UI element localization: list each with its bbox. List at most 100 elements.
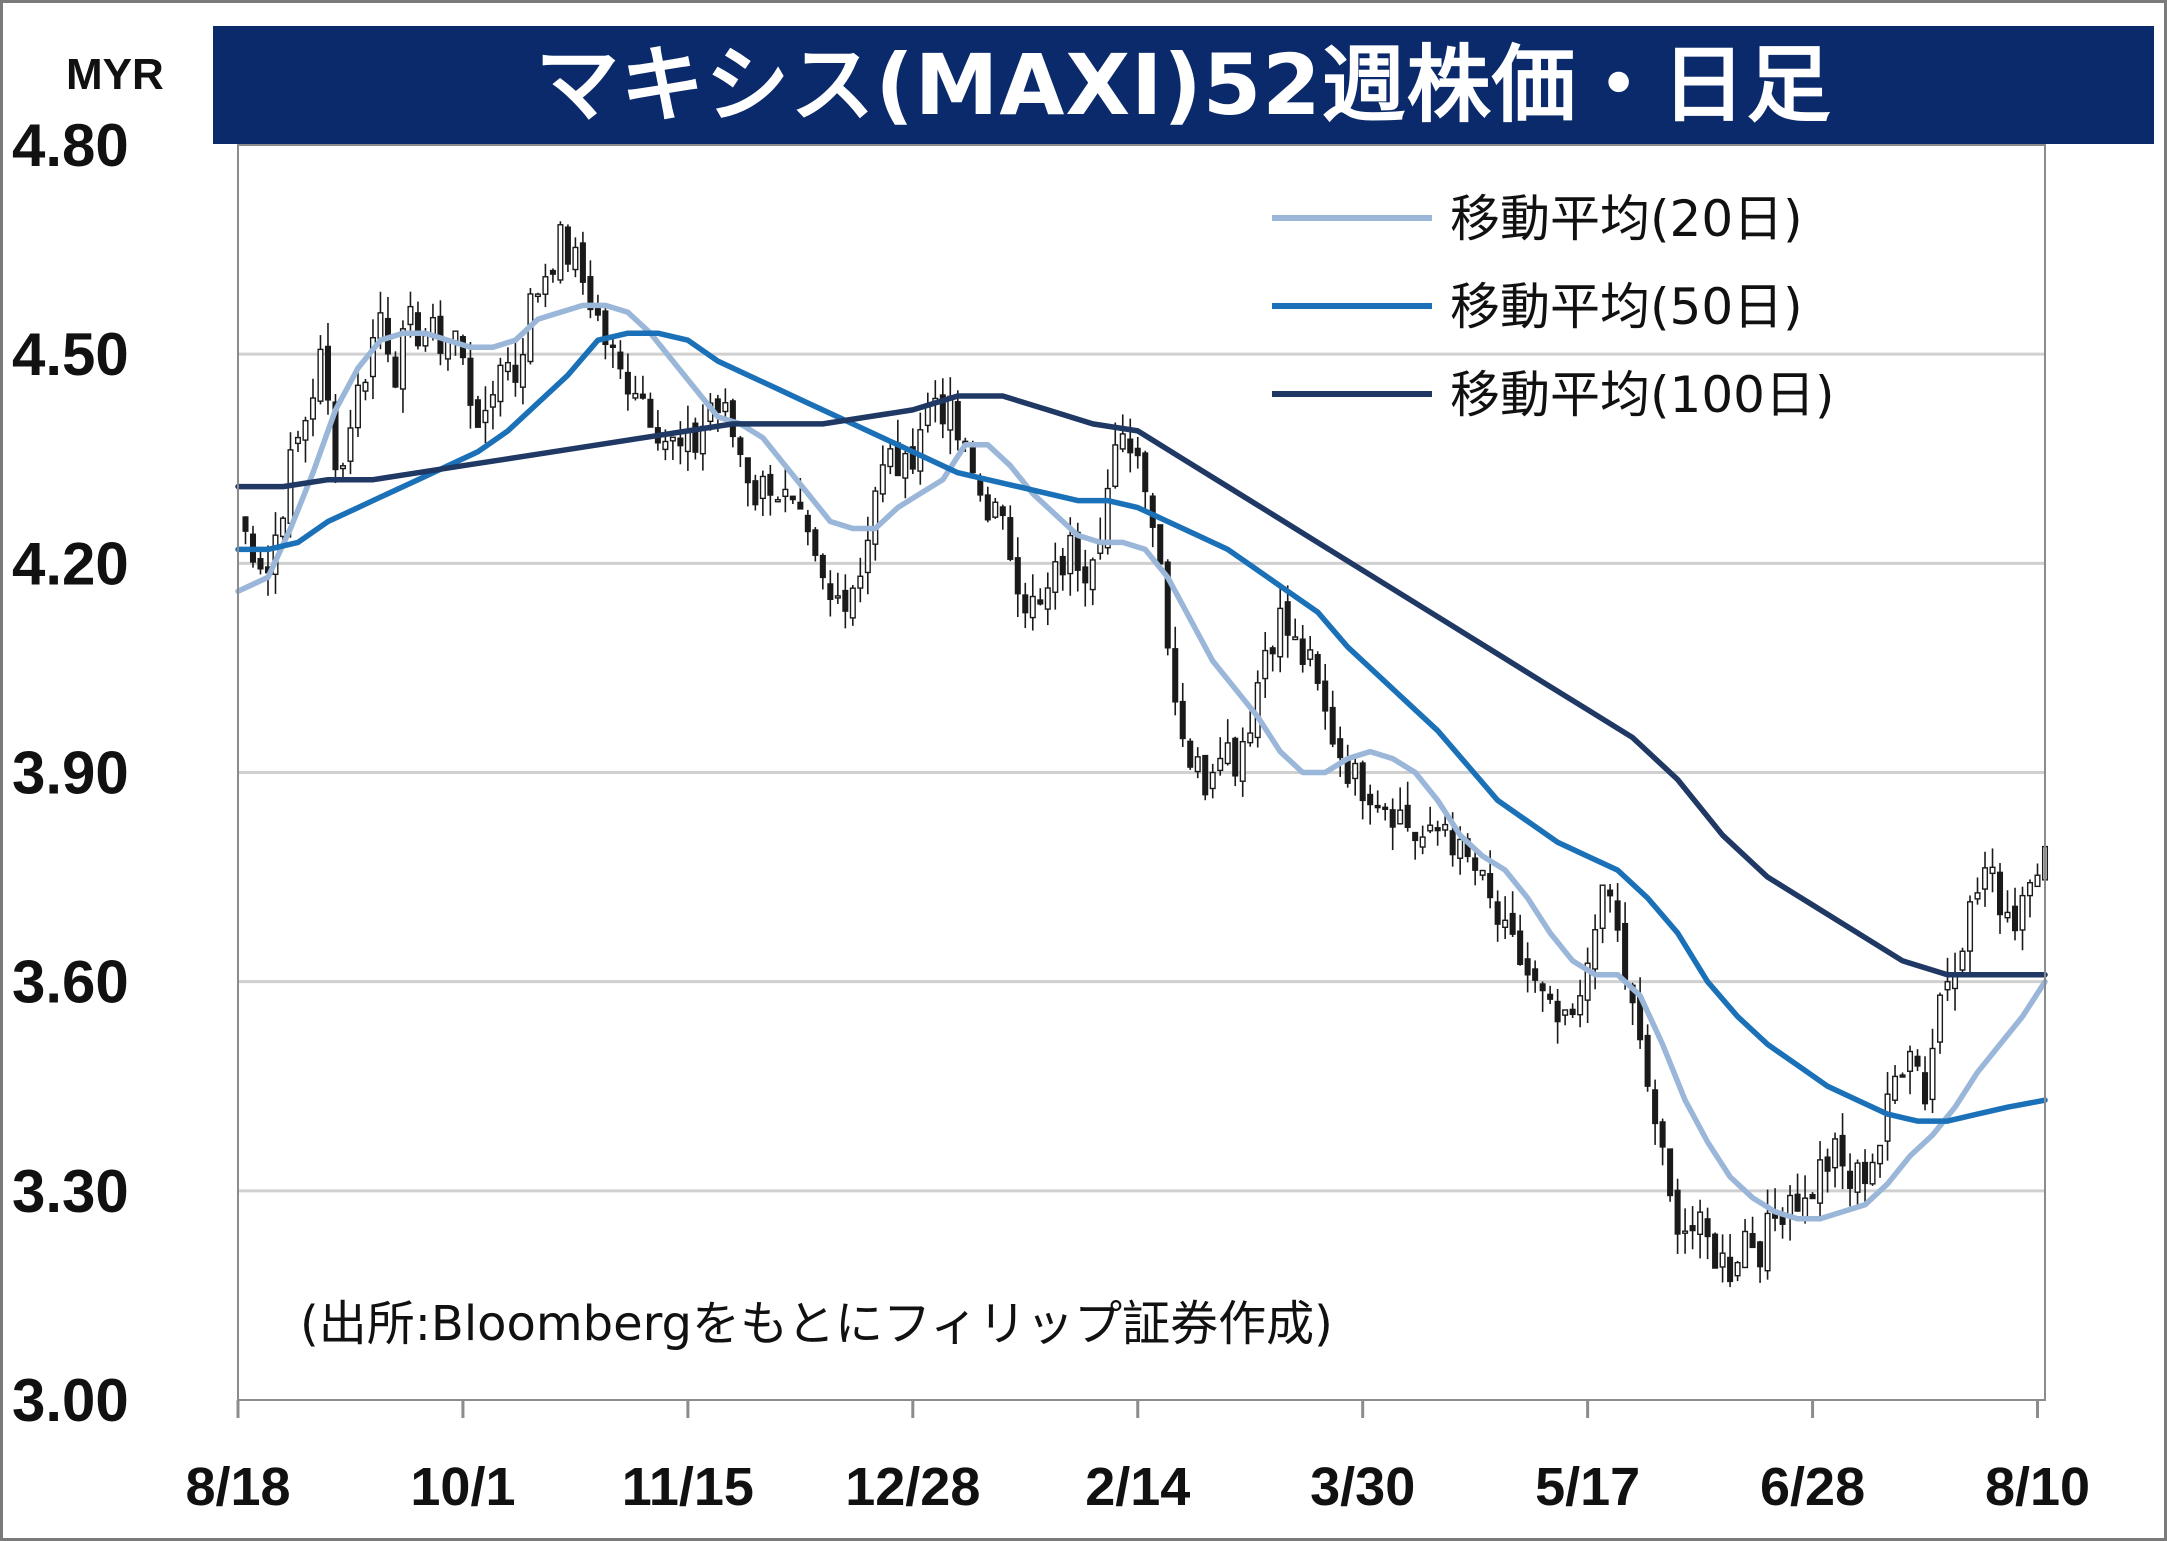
candle-body <box>1727 1256 1734 1283</box>
candle-body <box>1974 892 1981 900</box>
candle-body <box>1119 433 1126 450</box>
candle-body <box>1029 595 1036 619</box>
x-axis-ticks: 8/18 10/1 11/15 12/28 2/14 3/30 5/17 6/28 8/10 <box>185 1400 2090 1517</box>
candle-body <box>332 401 339 471</box>
candle-body <box>1502 919 1509 928</box>
candle-body <box>984 494 991 521</box>
x-tick-label: 10/1 <box>410 1457 515 1517</box>
candle-body <box>1442 823 1449 831</box>
candle-body <box>1104 487 1111 549</box>
candle-body <box>1472 857 1479 871</box>
candle-body <box>1734 1261 1741 1277</box>
candle-body <box>624 371 631 395</box>
candle-body <box>1824 1156 1831 1172</box>
moving-average-lines <box>235 302 2048 1222</box>
candle-body <box>954 401 961 441</box>
candle-body <box>1944 981 1951 991</box>
candle-body <box>1187 740 1194 768</box>
candle-body <box>1292 636 1299 641</box>
candle-body <box>1059 555 1066 576</box>
source-annotation: (出所:Bloombergをもとにフィリップ証券作成) <box>300 1296 1333 1352</box>
candle-body <box>1082 566 1089 584</box>
candle-body <box>744 457 751 484</box>
candle-body <box>1929 1047 1936 1101</box>
candle-body <box>1457 838 1464 859</box>
candle-body <box>1434 827 1441 832</box>
candle-body <box>1142 452 1149 493</box>
candle-body <box>1802 1197 1809 1219</box>
candle-body <box>1352 762 1359 780</box>
candle-body <box>1599 884 1606 929</box>
candle-body <box>842 589 849 612</box>
candle-body <box>467 357 474 406</box>
candle-body <box>579 242 586 283</box>
candle-body <box>804 514 811 533</box>
candle-body <box>542 276 549 295</box>
candle-body <box>1622 922 1629 980</box>
y-tick-label: 3.30 <box>12 1158 129 1225</box>
candle-body <box>1157 524 1164 565</box>
candle-body <box>617 351 624 370</box>
candle-body <box>1359 762 1366 802</box>
candle-body <box>797 501 804 510</box>
candle-body <box>1044 587 1051 610</box>
y-tick-label: 3.00 <box>12 1367 129 1434</box>
candle-body <box>1749 1233 1756 1249</box>
candle-body <box>572 246 579 271</box>
candle-body <box>347 427 354 462</box>
candle-body <box>1412 831 1419 842</box>
candle-body <box>917 429 924 472</box>
candle-body <box>1682 1230 1689 1234</box>
candle-body <box>1494 901 1501 925</box>
candle-body <box>969 445 976 474</box>
candle-body <box>377 312 384 340</box>
x-tick-label: 8/10 <box>1985 1457 2090 1517</box>
candle-body <box>339 465 346 470</box>
candle-body <box>1854 1162 1861 1193</box>
candle-body <box>1262 649 1269 680</box>
legend-label: 移動平均(100日) <box>1450 366 1834 424</box>
x-tick-label: 11/15 <box>622 1457 754 1517</box>
candle-body <box>1689 1225 1696 1232</box>
candle-body <box>1697 1211 1704 1236</box>
candle-body <box>909 446 916 470</box>
candle-body <box>632 392 639 399</box>
candle-body <box>999 506 1006 517</box>
candle-body <box>819 554 826 579</box>
candle-body <box>1449 830 1456 856</box>
y-tick-label: 3.90 <box>12 740 129 807</box>
candle-body <box>1847 1170 1854 1189</box>
candle-body <box>504 361 511 373</box>
candle-body <box>1652 1089 1659 1125</box>
candle-body <box>1862 1161 1869 1185</box>
candle-body <box>1487 873 1494 899</box>
candle-body <box>1427 824 1434 832</box>
candle-body <box>414 312 421 347</box>
title-bar <box>213 26 2154 144</box>
candle-body <box>564 226 571 265</box>
candle-body <box>1202 754 1209 796</box>
candle-body <box>609 344 616 348</box>
candle-body <box>302 419 309 441</box>
candle-body <box>534 293 541 298</box>
candle-body <box>1007 517 1014 560</box>
candle-body <box>789 495 796 501</box>
candle-body <box>1112 444 1119 487</box>
candle-body <box>992 501 999 518</box>
x-tick-label: 12/28 <box>845 1457 980 1517</box>
candle-body <box>1659 1121 1666 1148</box>
candle-body <box>1562 1009 1569 1016</box>
candle-body <box>1922 1072 1929 1105</box>
candle-body <box>602 310 609 346</box>
candle-body <box>1209 771 1216 790</box>
candle-body <box>1996 871 2004 916</box>
moving-average-line <box>235 302 2048 1222</box>
candle-body <box>1704 1218 1711 1238</box>
candle-body <box>1397 809 1404 825</box>
candle-body <box>692 422 699 453</box>
candle-body <box>1869 1161 1876 1185</box>
candle-body <box>474 399 481 428</box>
candle-body <box>407 305 414 326</box>
candle-body <box>1809 1193 1816 1200</box>
